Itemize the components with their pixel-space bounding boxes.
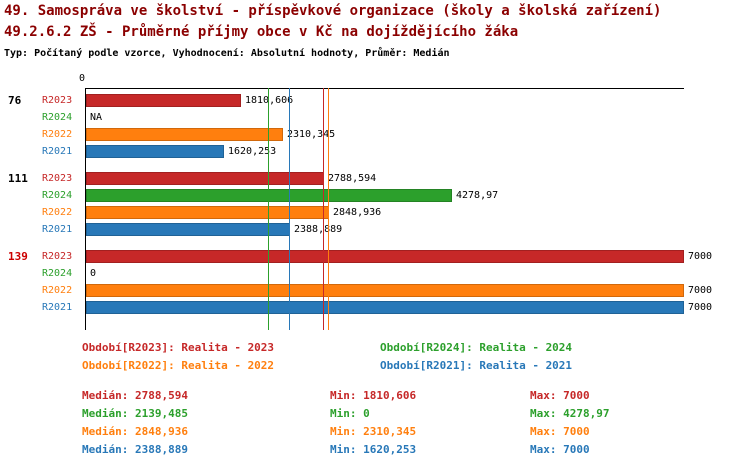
series-label-r2023: R2023 bbox=[42, 173, 73, 184]
series-label-r2021: R2021 bbox=[42, 224, 73, 235]
stat-min-r2023: Min: 1810,606 bbox=[330, 389, 417, 402]
stat-median-r2021: Medián: 2388,889 bbox=[82, 443, 188, 456]
stats-table: Medián: 2788,594 Min: 1810,606 Max: 7000… bbox=[82, 389, 609, 456]
bar-value-label: 7000 bbox=[688, 302, 713, 313]
stat-median-r2022: Medián: 2848,936 bbox=[82, 425, 188, 438]
bar-value-label: 1620,253 bbox=[228, 146, 277, 157]
bar-r2023 bbox=[86, 94, 241, 107]
series-label-r2023: R2023 bbox=[42, 95, 73, 106]
stat-min-r2022: Min: 2310,345 bbox=[330, 425, 417, 438]
stat-median-r2023: Medián: 2788,594 bbox=[82, 389, 188, 402]
series-label-r2021: R2021 bbox=[42, 302, 73, 313]
bar-r2021 bbox=[86, 145, 224, 158]
bar-value-label: 7000 bbox=[688, 251, 713, 262]
legend-item-r2021: Období[R2021]: Realita - 2021 bbox=[380, 359, 573, 372]
stat-median-r2024: Medián: 2139,485 bbox=[82, 407, 188, 420]
series-label-r2024: R2024 bbox=[42, 190, 73, 201]
stat-min-r2021: Min: 1620,253 bbox=[330, 443, 417, 456]
bar-value-label: 2788,594 bbox=[328, 173, 377, 184]
stat-min-r2024: Min: 0 bbox=[330, 407, 370, 420]
axis-origin-label: 0 bbox=[79, 73, 86, 84]
legend-item-r2022: Období[R2022]: Realita - 2022 bbox=[82, 359, 275, 372]
stat-max-r2023: Max: 7000 bbox=[530, 389, 590, 402]
chart-legend: Období[R2023]: Realita - 2023 Období[R20… bbox=[82, 341, 572, 373]
group-label: 111 bbox=[8, 172, 28, 185]
series-label-r2022: R2022 bbox=[42, 129, 73, 140]
series-label-r2022: R2022 bbox=[42, 207, 73, 218]
bar-r2023 bbox=[86, 250, 684, 263]
y-axis-line bbox=[85, 88, 86, 330]
stat-max-r2022: Max: 7000 bbox=[530, 425, 590, 438]
bar-r2022 bbox=[86, 284, 684, 297]
report-meta: Typ: Počítaný podle vzorce, Vyhodnocení:… bbox=[4, 48, 450, 59]
bar-value-label: 2388,889 bbox=[294, 224, 343, 235]
median-line-r2023 bbox=[323, 88, 324, 330]
bar-r2021 bbox=[86, 223, 290, 236]
bar-value-label: 2310,345 bbox=[287, 129, 336, 140]
bar-r2022 bbox=[86, 128, 283, 141]
x-axis-line bbox=[85, 88, 684, 89]
group-label: 76 bbox=[8, 94, 22, 107]
stat-max-r2024: Max: 4278,97 bbox=[530, 407, 610, 420]
bar-r2024 bbox=[86, 189, 452, 202]
legend-item-r2024: Období[R2024]: Realita - 2024 bbox=[380, 341, 573, 354]
legend-item-r2023: Období[R2023]: Realita - 2023 bbox=[82, 341, 275, 354]
series-label-r2022: R2022 bbox=[42, 285, 73, 296]
bar-r2022 bbox=[86, 206, 329, 219]
series-label-r2023: R2023 bbox=[42, 251, 73, 262]
bar-value-label: 7000 bbox=[688, 285, 713, 296]
series-label-r2021: R2021 bbox=[42, 146, 73, 157]
bar-r2021 bbox=[86, 301, 684, 314]
series-label-r2024: R2024 bbox=[42, 268, 73, 279]
bar-value-label: 1810,606 bbox=[245, 95, 294, 106]
bar-value-label: 4278,97 bbox=[456, 190, 499, 201]
bar-chart: 0 76 R2023 1810,606 R2024 NA R2022 2310,345 R202… bbox=[0, 72, 750, 338]
stat-max-r2021: Max: 7000 bbox=[530, 443, 590, 456]
bar-r2023 bbox=[86, 172, 324, 185]
median-line-r2022 bbox=[328, 88, 329, 330]
median-line-r2021 bbox=[289, 88, 290, 330]
report-subtitle: 49.2.6.2 ZŠ - Průměrné příjmy obce v Kč … bbox=[4, 24, 519, 40]
bar-value-label: 0 bbox=[90, 268, 97, 279]
series-label-r2024: R2024 bbox=[42, 112, 73, 123]
bar-value-label: NA bbox=[90, 112, 103, 123]
group-label: 139 bbox=[8, 250, 28, 263]
report-title: 49. Samospráva ve školství - příspěvkové… bbox=[4, 3, 662, 19]
median-line-r2024 bbox=[268, 88, 269, 330]
bar-value-label: 2848,936 bbox=[333, 207, 382, 218]
